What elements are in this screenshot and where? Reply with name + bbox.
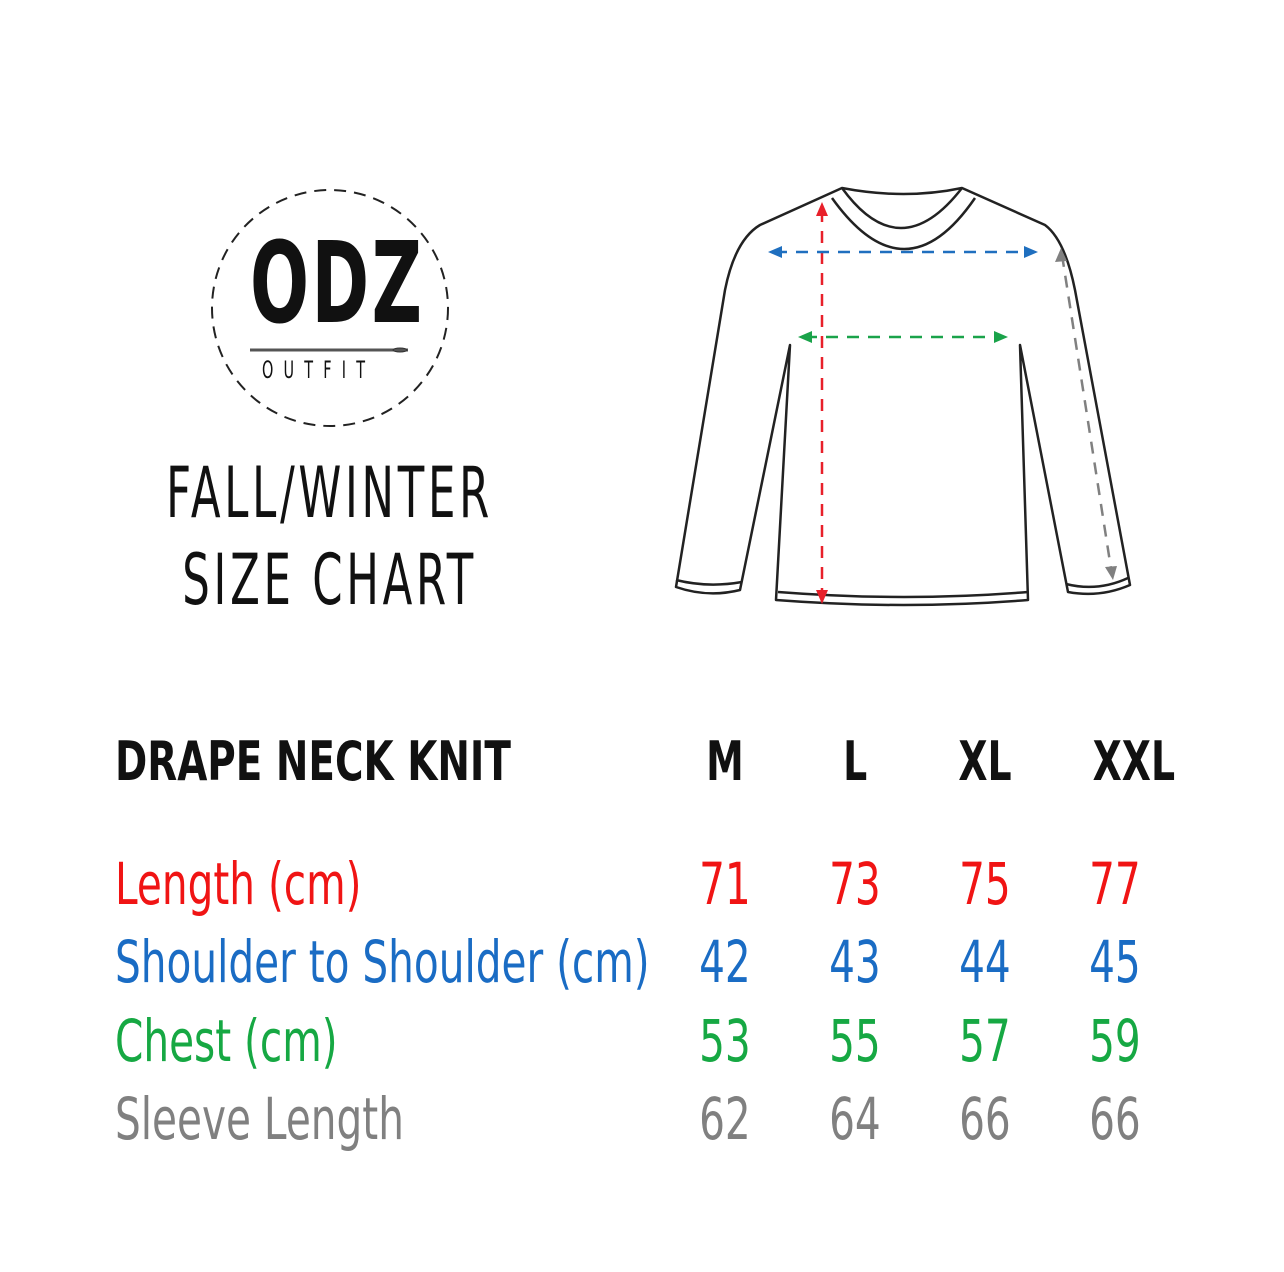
value-length-m: 71 xyxy=(699,850,751,918)
arrow-head xyxy=(1024,246,1038,258)
value-sleeve-m: 62 xyxy=(699,1085,751,1153)
arrow-head xyxy=(994,331,1008,343)
value-chest-m: 53 xyxy=(699,1007,751,1075)
value-sleeve-xxl: 66 xyxy=(1089,1085,1141,1153)
value-length-xl: 75 xyxy=(959,850,1011,918)
arrow-head xyxy=(816,590,828,604)
title-line-1: FALL/WINTER xyxy=(166,452,494,534)
arrow-head xyxy=(1055,248,1067,262)
value-sleeve-xl: 66 xyxy=(959,1085,1011,1153)
value-sleeve-l: 64 xyxy=(829,1085,881,1153)
product-name: DRAPE NECK KNIT xyxy=(115,730,511,793)
size-header-m: M xyxy=(706,730,744,793)
arrow-head xyxy=(768,246,782,258)
row-label-length: Length (cm) xyxy=(115,850,362,918)
value-shoulder-xxl: 45 xyxy=(1089,928,1141,996)
value-shoulder-m: 42 xyxy=(699,928,751,996)
logo-subtext: OUTFIT xyxy=(262,356,376,384)
size-header-l: L xyxy=(842,730,868,793)
value-chest-xxl: 59 xyxy=(1089,1007,1141,1075)
arrow-head xyxy=(1105,566,1117,580)
logo-text: ODZ xyxy=(250,219,425,349)
sweater-illustration xyxy=(674,186,1132,607)
logo-badge xyxy=(211,189,449,427)
size-header-xl: XL xyxy=(958,730,1012,793)
size-header-xxl: XXL xyxy=(1092,730,1176,793)
value-chest-xl: 57 xyxy=(959,1007,1011,1075)
title-line-2: SIZE CHART xyxy=(182,539,478,621)
row-label-shoulder: Shoulder to Shoulder (cm) xyxy=(115,928,650,996)
row-label-sleeve: Sleeve Length xyxy=(115,1085,404,1153)
value-shoulder-xl: 44 xyxy=(959,928,1011,996)
value-chest-l: 55 xyxy=(829,1007,881,1075)
value-length-l: 73 xyxy=(829,850,881,918)
row-label-chest: Chest (cm) xyxy=(115,1007,338,1075)
arrow-head xyxy=(798,331,812,343)
value-shoulder-l: 43 xyxy=(829,928,881,996)
value-length-xxl: 77 xyxy=(1089,850,1141,918)
arrow-head xyxy=(816,202,828,216)
